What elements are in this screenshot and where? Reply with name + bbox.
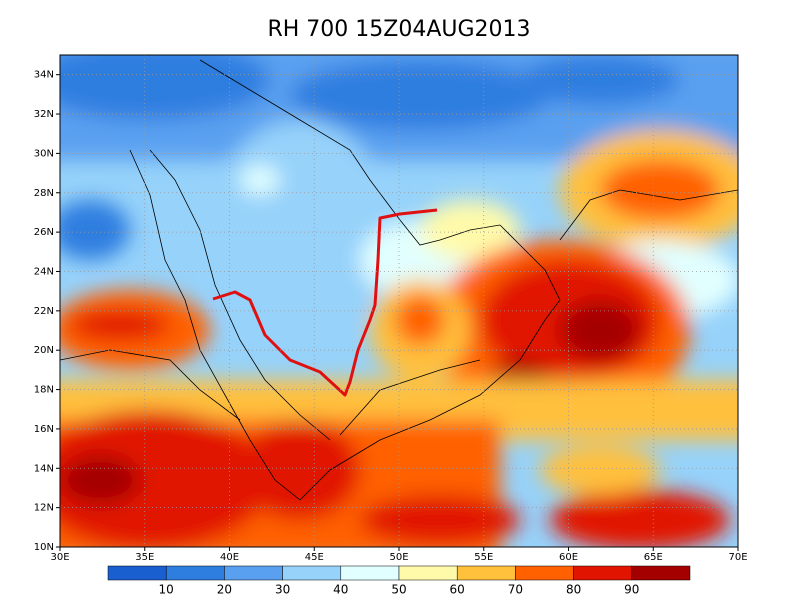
colorbar-swatch xyxy=(340,565,400,581)
colorbar-swatch xyxy=(165,565,225,581)
colorbar-swatch xyxy=(515,565,574,581)
colorbar-swatch xyxy=(398,565,458,581)
y-tick-label: 14N xyxy=(34,463,54,474)
humidity-field xyxy=(60,55,738,547)
colorbar-swatch xyxy=(631,565,691,581)
x-tick-label: 55E xyxy=(474,552,493,563)
colorbar-label: 60 xyxy=(450,583,465,597)
colorbar-label: 40 xyxy=(333,583,348,597)
colorbar-label: 70 xyxy=(508,583,523,597)
x-tick-label: 50E xyxy=(389,552,408,563)
y-tick-label: 22N xyxy=(34,306,54,317)
x-tick-label: 65E xyxy=(644,552,663,563)
y-tick-label: 20N xyxy=(34,345,54,356)
x-tick-label: 35E xyxy=(135,552,154,563)
map-title: RH 700 15Z04AUG2013 xyxy=(267,17,530,42)
y-tick-label: 28N xyxy=(34,188,54,199)
colorbar-label: 10 xyxy=(159,583,174,597)
colorbar-swatch xyxy=(573,565,633,581)
y-tick-label: 34N xyxy=(34,70,54,81)
y-tick-label: 10N xyxy=(34,542,54,553)
colorbar-swatch xyxy=(282,565,342,581)
y-tick-label: 12N xyxy=(34,503,54,514)
colorbar-label: 90 xyxy=(624,583,639,597)
x-tick-label: 30E xyxy=(50,552,69,563)
x-tick-label: 40E xyxy=(220,552,239,563)
colorbar-label: 50 xyxy=(391,583,406,597)
y-tick-label: 26N xyxy=(34,227,54,238)
y-tick-label: 30N xyxy=(34,148,54,159)
colorbar-label: 20 xyxy=(217,583,232,597)
x-tick-label: 45E xyxy=(305,552,324,563)
y-tick-label: 18N xyxy=(34,385,54,396)
colorbar-swatch xyxy=(107,565,167,581)
colorbar-swatch xyxy=(456,565,516,581)
x-tick-label: 60E xyxy=(559,552,578,563)
colorbar-label: 30 xyxy=(275,583,290,597)
x-tick-label: 70E xyxy=(728,552,747,563)
y-tick-label: 16N xyxy=(34,424,54,435)
colorbar-swatch xyxy=(224,565,283,581)
y-tick-label: 24N xyxy=(34,266,54,277)
colorbar-label: 80 xyxy=(566,583,581,597)
y-tick-label: 32N xyxy=(34,109,54,120)
